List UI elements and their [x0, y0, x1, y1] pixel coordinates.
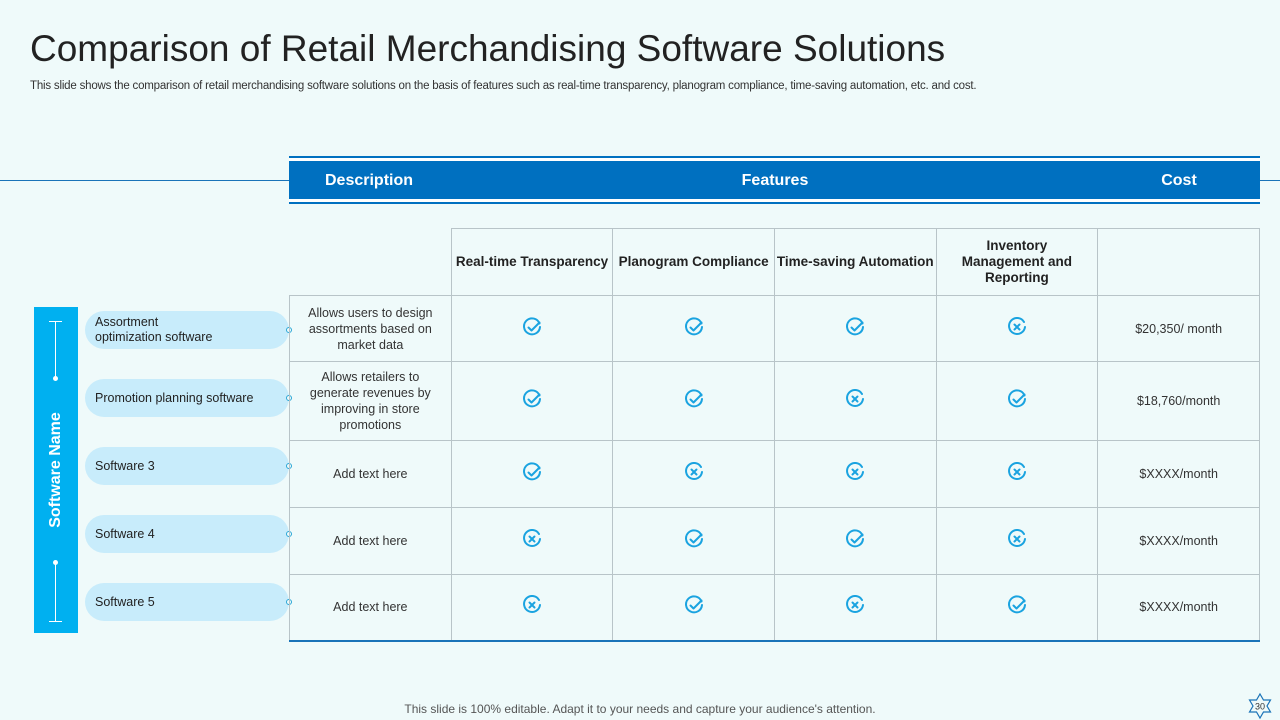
- check-circle-icon: [523, 316, 541, 335]
- x-circle-icon: [1008, 529, 1026, 547]
- page-number-badge: 30: [1248, 692, 1272, 720]
- check-circle-icon: [1008, 389, 1026, 408]
- check-circle-icon: [684, 316, 703, 335]
- software-name: Software 4: [95, 526, 155, 541]
- col-header: Inventory Management and Reporting: [935, 228, 1099, 296]
- feature-cell: [450, 574, 614, 642]
- feature-cell: [773, 440, 937, 508]
- software-name-sidebar: Software Name: [34, 307, 78, 633]
- software-name-pill: Promotion planning software: [85, 379, 292, 417]
- cost-cell: $XXXX/month: [1097, 574, 1260, 642]
- col-header: Time-saving Automation: [773, 228, 937, 296]
- description-cell: Allows users to design assortments based…: [289, 295, 452, 362]
- check-circle-icon: [684, 389, 703, 408]
- software-name-pill: Assortment optimization software: [85, 311, 292, 349]
- check-circle-icon: [523, 462, 541, 481]
- x-circle-icon: [846, 595, 865, 614]
- check-circle-icon: [684, 595, 703, 614]
- header-cost: Cost: [1161, 172, 1197, 189]
- sidebar-label: Software Name: [47, 412, 64, 528]
- feature-cell: [935, 440, 1099, 508]
- feature-cell: [450, 440, 614, 508]
- x-circle-icon: [846, 462, 865, 480]
- software-name: Assortment optimization software: [95, 315, 213, 344]
- table-row: Allows retailers to generate revenues by…: [289, 361, 1260, 441]
- software-name: Promotion planning software: [95, 390, 254, 405]
- feature-cell: [612, 440, 775, 508]
- x-circle-icon: [1008, 316, 1026, 335]
- feature-cell: [935, 507, 1099, 575]
- comparison-table: Real-time Transparency Planogram Complia…: [289, 228, 1260, 642]
- check-circle-icon: [1008, 595, 1026, 614]
- software-name: Software 3: [95, 458, 155, 473]
- description-cell: Add text here: [289, 440, 452, 508]
- description-cell: Add text here: [289, 574, 452, 642]
- x-circle-icon: [523, 595, 541, 614]
- table-row: Allows users to design assortments based…: [289, 295, 1260, 362]
- slide-subtitle: This slide shows the comparison of retai…: [30, 80, 977, 92]
- check-circle-icon: [846, 316, 865, 335]
- header-features: Features: [741, 172, 809, 189]
- check-circle-icon: [684, 529, 703, 548]
- check-circle-icon: [846, 529, 865, 548]
- feature-cell: [773, 361, 937, 441]
- feature-cell: [935, 361, 1099, 441]
- cost-cell: $XXXX/month: [1097, 507, 1260, 575]
- feature-cell: [773, 507, 937, 575]
- feature-cell: [612, 507, 775, 575]
- x-circle-icon: [846, 389, 865, 407]
- software-name-pill: Software 3: [85, 447, 292, 485]
- table-row: Add text here $XXXX/month: [289, 507, 1260, 575]
- check-circle-icon: [523, 389, 541, 408]
- x-circle-icon: [523, 529, 541, 547]
- footer-note: This slide is 100% editable. Adapt it to…: [404, 702, 876, 716]
- table-row: Add text here $XXXX/month: [289, 440, 1260, 508]
- header-bar: Description Features Cost: [289, 156, 1260, 204]
- software-name: Software 5: [95, 594, 155, 609]
- col-header: Planogram Compliance: [612, 228, 775, 296]
- header-description: Description: [324, 172, 414, 189]
- x-circle-icon: [684, 462, 703, 480]
- feature-cell: [773, 295, 937, 362]
- feature-cell: [612, 574, 775, 642]
- table-header-row: Real-time Transparency Planogram Complia…: [289, 228, 1260, 296]
- feature-cell: [935, 295, 1099, 362]
- col-header: Real-time Transparency: [450, 228, 614, 296]
- cost-cell: $18,760/month: [1097, 361, 1260, 441]
- feature-cell: [450, 361, 614, 441]
- software-name-pill: Software 5: [85, 583, 292, 621]
- feature-cell: [450, 507, 614, 575]
- software-name-pill: Software 4: [85, 515, 292, 553]
- cost-cell: $20,350/ month: [1097, 295, 1260, 362]
- x-circle-icon: [1008, 462, 1026, 480]
- feature-cell: [773, 574, 937, 642]
- feature-cell: [612, 295, 775, 362]
- feature-cell: [612, 361, 775, 441]
- description-cell: Allows retailers to generate revenues by…: [289, 361, 452, 441]
- feature-cell: [450, 295, 614, 362]
- svg-text:30: 30: [1255, 702, 1265, 712]
- table-row: Add text here $XXXX/month: [289, 574, 1260, 642]
- cost-cell: $XXXX/month: [1097, 440, 1260, 508]
- description-cell: Add text here: [289, 507, 452, 575]
- slide-title: Comparison of Retail Merchandising Softw…: [30, 28, 946, 69]
- feature-cell: [935, 574, 1099, 642]
